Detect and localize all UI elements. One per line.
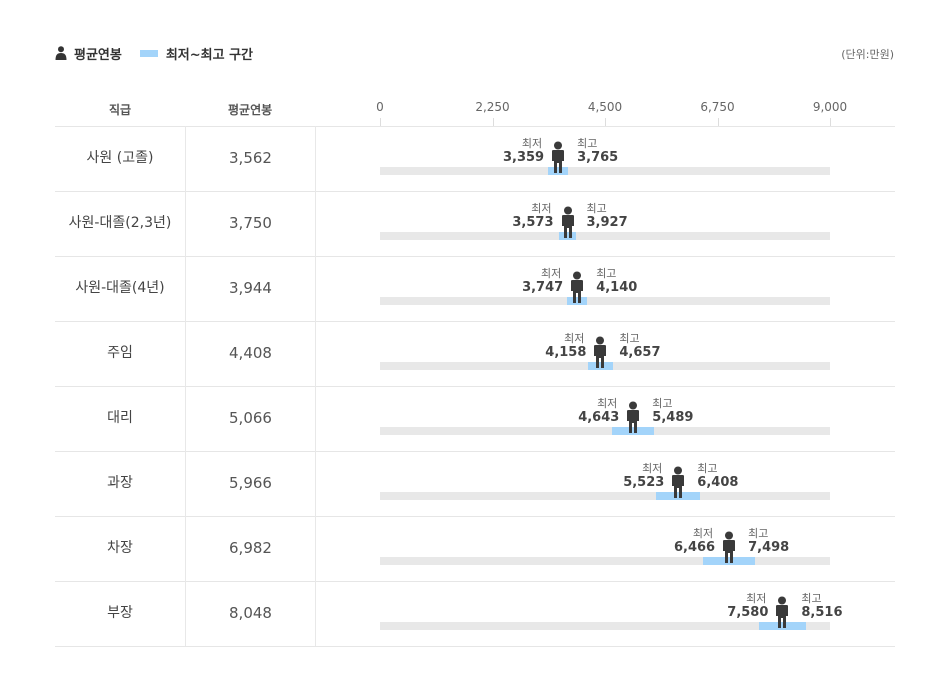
range-track	[380, 427, 830, 435]
position-label: 과장	[55, 451, 186, 516]
table-row: 차장 6,982 최저 6,466 최고 7,498	[55, 516, 895, 582]
max-label: 최고	[577, 137, 598, 150]
avg-person-marker	[721, 531, 737, 563]
person-icon	[55, 46, 67, 60]
max-value: 3,765	[577, 150, 619, 165]
range-bar	[558, 232, 577, 240]
min-label: 최저	[642, 462, 663, 475]
range-bar	[703, 557, 755, 565]
legend-range-swatch	[139, 49, 158, 57]
table-row: 대리 5,066 최저 4,643 최고 5,489	[55, 386, 895, 452]
range-bar	[656, 492, 701, 500]
table-row: 사원-대졸(2,3년) 3,750 최저 3,573 최고 3,927	[55, 191, 895, 257]
x-tick-mark	[380, 118, 381, 126]
max-value: 5,489	[652, 410, 694, 425]
x-tick-label: 6,750	[700, 100, 735, 114]
avg-salary-value: 5,966	[186, 451, 316, 516]
position-label: 부장	[55, 581, 186, 646]
x-tick-mark	[492, 118, 494, 126]
min-value: 6,466	[673, 540, 716, 555]
min-label: 최저	[692, 527, 714, 540]
avg-person-marker	[625, 401, 641, 433]
max-label: 최고	[619, 332, 640, 345]
range-bar	[587, 362, 613, 370]
table-row: 부장 8,048 최저 7,580 최고 8,516	[55, 581, 895, 647]
table-row: 사원 (고졸) 3,562 최저 3,359 최고 3,765	[55, 126, 895, 192]
x-tick-label: 9,000	[812, 100, 848, 114]
header-position: 직급	[109, 103, 132, 117]
avg-person-marker	[560, 206, 576, 238]
x-tick-label: 4,500	[587, 100, 623, 114]
x-tick-label: 0	[376, 100, 384, 114]
min-value: 7,580	[727, 605, 769, 620]
range-bar	[547, 167, 569, 175]
x-tick-label: 2,250	[475, 100, 510, 114]
table-row: 사원-대졸(4년) 3,944 최저 3,747 최고 4,140	[55, 256, 895, 322]
max-value: 4,140	[596, 280, 638, 295]
x-tick-mark	[830, 118, 831, 126]
min-label: 최저	[597, 397, 618, 410]
range-track	[380, 492, 830, 500]
max-value: 6,408	[697, 475, 739, 490]
avg-salary-value: 3,750	[186, 191, 316, 256]
max-label: 최고	[586, 202, 607, 215]
table-row: 과장 5,966 최저 5,523 최고 6,408	[55, 451, 895, 517]
avg-person-marker	[670, 466, 686, 498]
min-value: 5,523	[623, 475, 665, 490]
avg-salary-value: 3,562	[186, 126, 316, 191]
min-label: 최저	[564, 332, 585, 345]
range-track	[380, 622, 830, 630]
range-bar	[612, 427, 655, 435]
max-value: 7,498	[748, 540, 790, 555]
max-value: 8,516	[801, 605, 843, 620]
max-label: 최고	[801, 592, 822, 605]
unit-label: (단위:만원)	[841, 48, 894, 61]
avg-salary-value: 8,048	[186, 581, 316, 646]
position-label: 사원 (고졸)	[55, 126, 186, 191]
min-value: 4,158	[545, 345, 587, 360]
min-label: 최저	[531, 202, 552, 215]
max-value: 4,657	[619, 345, 661, 360]
max-label: 최고	[697, 462, 718, 475]
avg-person-marker	[550, 141, 566, 173]
range-bar	[567, 297, 587, 305]
min-value: 4,643	[578, 410, 620, 425]
max-label: 최고	[596, 267, 617, 280]
range-track	[380, 557, 830, 565]
legend-range-label: 최저~최고 구간	[165, 47, 254, 63]
avg-salary-value: 3,944	[186, 256, 316, 321]
min-value: 3,359	[502, 150, 545, 165]
legend-avg-label: 평균연봉	[74, 47, 122, 63]
position-label: 사원-대졸(4년)	[55, 256, 186, 321]
x-tick-mark	[605, 118, 606, 126]
avg-person-marker	[592, 336, 608, 368]
range-track	[380, 167, 830, 175]
range-bar	[759, 622, 806, 630]
max-label: 최고	[652, 397, 673, 410]
min-value: 3,747	[522, 280, 564, 295]
min-label: 최저	[521, 137, 543, 150]
table-header: 직급 평균연봉	[55, 95, 895, 127]
avg-person-marker	[569, 271, 585, 303]
min-value: 3,573	[512, 215, 554, 230]
header-avg: 평균연봉	[228, 103, 273, 117]
position-label: 대리	[55, 386, 186, 451]
max-label: 최고	[748, 527, 769, 540]
range-track	[380, 297, 830, 305]
min-label: 최저	[746, 592, 767, 605]
avg-person-marker	[774, 596, 790, 628]
position-label: 주임	[55, 321, 186, 386]
position-label: 차장	[55, 516, 186, 581]
table-row: 주임 4,408 최저 4,158 최고 4,657	[55, 321, 895, 387]
legend: 평균연봉 최저~최고 구간	[55, 44, 254, 63]
avg-salary-value: 4,408	[186, 321, 316, 386]
range-track	[380, 232, 830, 240]
x-tick-mark	[717, 118, 719, 126]
avg-salary-value: 6,982	[186, 516, 316, 581]
position-label: 사원-대졸(2,3년)	[55, 191, 186, 256]
max-value: 3,927	[586, 215, 628, 230]
min-label: 최저	[540, 267, 562, 280]
avg-salary-value: 5,066	[186, 386, 316, 451]
